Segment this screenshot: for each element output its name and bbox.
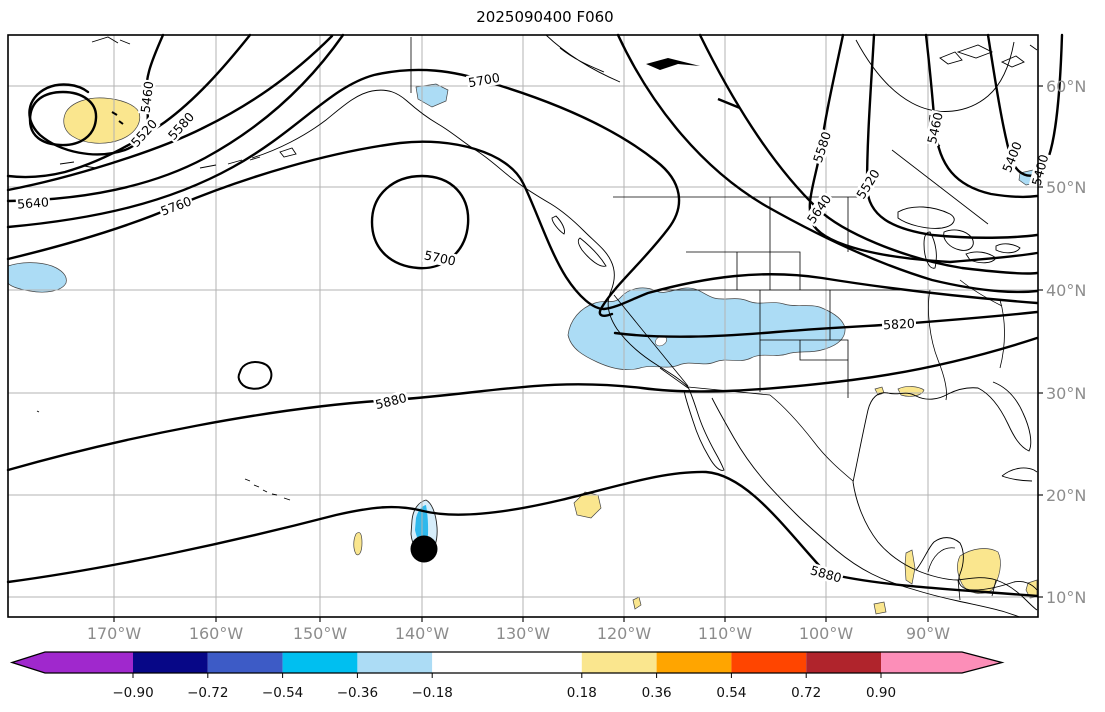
x-tick: 130°W — [496, 624, 551, 643]
contour-label: 5520 — [853, 166, 883, 201]
colorbar-band — [432, 652, 582, 673]
x-tick: 170°W — [87, 624, 142, 643]
colorbar-tick: 0.54 — [716, 685, 746, 701]
anomaly-patch-bering-positive — [63, 97, 141, 144]
chart-title: 2025090400 F060 — [476, 8, 613, 26]
y-tick: 50°N — [1046, 178, 1086, 197]
colorbar-outline — [9, 651, 1005, 674]
contour-label: 5400 — [999, 139, 1025, 174]
contour-label: 5700 — [423, 247, 457, 268]
contour-5700-hudson — [616, 33, 1039, 294]
contour-label: 5640 — [17, 194, 50, 211]
colorbar-tick: −0.90 — [112, 685, 153, 701]
anomaly-patch-small-yellow-1 — [353, 532, 363, 556]
contour-5640-hudson — [698, 33, 1039, 275]
contour-closed-bering-low — [28, 90, 98, 147]
contour-5640-nw — [6, 33, 345, 203]
y-tick: 10°N — [1046, 588, 1086, 607]
bold-coast-marks — [111, 58, 741, 125]
colorbar-band — [731, 652, 807, 673]
contour-5520-hudson — [865, 33, 1039, 239]
colorbar-band — [806, 652, 881, 673]
height-contours — [6, 33, 1064, 598]
contour-5880-north — [6, 336, 1039, 472]
x-tick: 150°W — [293, 624, 348, 643]
colorbar-band — [581, 652, 657, 673]
anomaly-patch-gulf-2 — [897, 386, 925, 397]
colorbar-over-arrow — [962, 652, 1002, 673]
anomaly-patch-bottom-tiny — [873, 601, 887, 615]
x-axis-tick-labels: 170°W 160°W 150°W 140°W 130°W 120°W 110°… — [87, 624, 950, 643]
contour-label: 5460 — [138, 80, 157, 113]
x-tick: 160°W — [189, 624, 244, 643]
colorbar-band — [656, 652, 732, 673]
anomaly-patch-small-yellow-2 — [573, 491, 602, 519]
contour-5400-hairpin — [986, 33, 1064, 177]
colorbar-tick: −0.72 — [187, 685, 228, 701]
colorbar-band — [282, 652, 358, 673]
y-tick: 20°N — [1046, 486, 1086, 505]
contour-label: 5460 — [924, 111, 946, 145]
colorbar-band — [207, 652, 283, 673]
x-tick: 90°W — [906, 624, 950, 643]
anomaly-patch-centam-big — [957, 548, 1001, 594]
contour-5760 — [6, 140, 1039, 311]
borders-rivers — [410, 37, 1005, 601]
anomaly-patch-small-yellow-3 — [632, 596, 642, 610]
y-axis-tick-labels: 60°N 50°N 40°N 30°N 20°N 10°N — [1046, 77, 1086, 607]
y-tick: 30°N — [1046, 384, 1086, 403]
colorbar-tick: 0.36 — [642, 685, 672, 701]
contour-5820 — [613, 310, 1039, 338]
contour-5700-pacific — [6, 68, 681, 317]
x-tick: 110°W — [698, 624, 753, 643]
anomaly-patch-ak-panhandle-negative — [415, 83, 449, 108]
colorbar-tick: −0.54 — [262, 685, 303, 701]
contour-5700-closed-low — [370, 174, 470, 270]
colorbar-band — [133, 652, 208, 673]
contour-small-closed — [237, 361, 273, 390]
y-tick: 60°N — [1046, 77, 1086, 96]
map-frame — [7, 34, 1043, 622]
contour-label: 5880 — [374, 390, 409, 412]
colorbar-band — [45, 652, 133, 673]
x-tick: 100°W — [799, 624, 854, 643]
contour-labels: 5460 5520 5580 5640 5760 5700 5700 5880 … — [15, 70, 1051, 586]
x-tick: 140°W — [395, 624, 450, 643]
colorbar-band — [357, 652, 433, 673]
y-tick: 40°N — [1046, 281, 1086, 300]
contour-5580-nw — [6, 34, 334, 192]
contour-label: 5700 — [467, 70, 501, 90]
contour-label: 5580 — [810, 130, 834, 165]
colorbar-under-arrow — [12, 652, 45, 673]
x-tick: 120°W — [597, 624, 652, 643]
colorbar: −0.90 −0.72 −0.54 −0.36 −0.18 0.18 0.36 … — [9, 651, 1005, 701]
colorbar-tick: 0.18 — [567, 685, 597, 701]
contour-label: 5820 — [883, 316, 916, 333]
colorbar-tick: −0.36 — [337, 685, 378, 701]
colorbar-tick-labels: −0.90 −0.72 −0.54 −0.36 −0.18 0.18 0.36 … — [112, 685, 896, 701]
colorbar-tick: −0.18 — [412, 685, 453, 701]
colorbar-band-over — [881, 652, 962, 673]
colorbar-tick: 0.90 — [866, 685, 896, 701]
contour-5460-hudson — [924, 33, 1039, 199]
colorbar-tick: 0.72 — [791, 685, 821, 701]
anomaly-patch-west-edge-negative — [7, 262, 67, 293]
storm-marker — [410, 535, 438, 563]
